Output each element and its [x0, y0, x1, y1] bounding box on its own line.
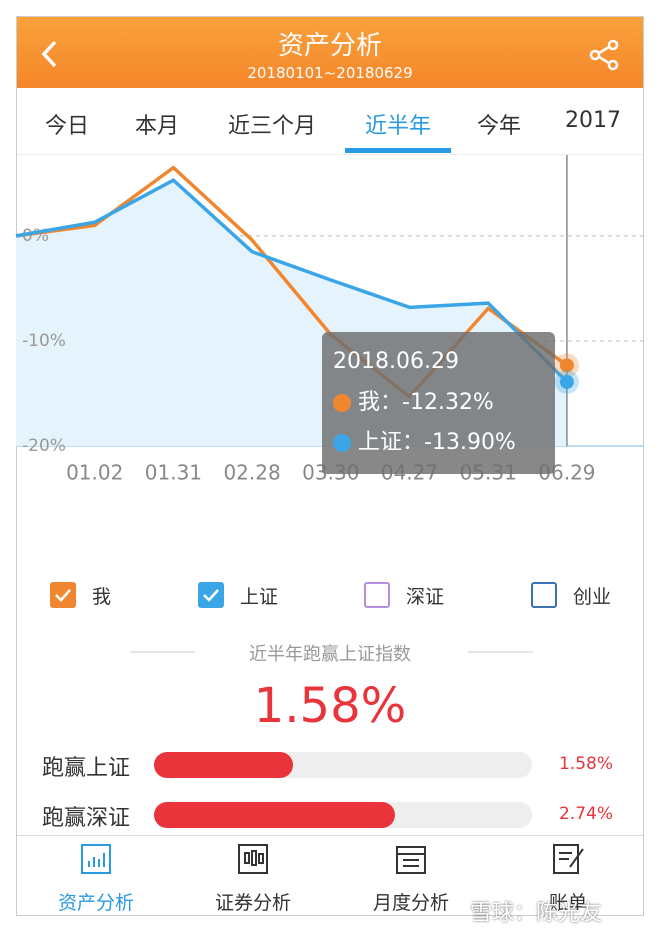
nav-icon[interactable] [552, 843, 586, 875]
tab[interactable]: 近半年 [364, 114, 432, 139]
bar [154, 802, 395, 828]
legend-label: 上证 [240, 586, 279, 608]
chart: 0%-10%-20%01.0201.3102.2803.3004.2705.31… [15, 155, 644, 485]
y-tick-label: -20% [22, 436, 66, 456]
legend-checkbox[interactable] [50, 582, 76, 608]
bar [154, 752, 293, 778]
divider [130, 651, 195, 653]
tooltip-title: 2018.06.29 [333, 349, 459, 374]
watermark: 雪球：陈光友 [470, 901, 603, 926]
nav-icon[interactable] [395, 843, 427, 875]
legend-label: 我 [92, 586, 112, 608]
tooltip-dot [333, 394, 351, 412]
x-tick-label: 01.31 [145, 461, 202, 485]
y-tick-label: -10% [22, 331, 66, 351]
check [203, 589, 219, 602]
nav-icon[interactable] [237, 843, 269, 875]
tab[interactable]: 今年 [476, 114, 522, 139]
tooltip-item: 上证：-13.90% [358, 430, 516, 455]
legend-checkbox[interactable] [531, 582, 557, 608]
header: 资产分析 20180101~20180629 [17, 17, 643, 88]
legend-label: 创业 [573, 586, 612, 608]
tab-indicator [345, 148, 451, 153]
comparison-bars: 跑赢上证 1.58% 跑赢深证 2.74% [0, 740, 660, 835]
x-tick-label: 01.02 [66, 461, 123, 485]
nav-label[interactable]: 账单 [548, 892, 588, 914]
nav-label[interactable]: 月度分析 [372, 892, 450, 914]
legend-label: 深证 [406, 586, 445, 608]
legend-checkbox[interactable] [364, 582, 390, 608]
tooltip-label: 上证： [358, 430, 424, 455]
title: 资产分析 [277, 31, 382, 61]
tab[interactable]: 本月 [134, 114, 180, 139]
tab[interactable]: 今日 [44, 114, 90, 139]
subtitle: 20180101~20180629 [247, 64, 413, 82]
check [55, 589, 71, 602]
nav-border [17, 835, 643, 836]
summary-value: 1.58% [253, 678, 407, 734]
summary-caption: 近半年跑赢上证指数 [249, 644, 411, 665]
back-icon[interactable] [39, 39, 59, 69]
legend: 我 上证 深证 创业 [0, 575, 660, 615]
tooltip-dot [333, 434, 351, 452]
tooltip-item: 我：-12.32% [358, 390, 494, 415]
divider [468, 651, 533, 653]
share-icon[interactable] [589, 39, 621, 71]
tab[interactable]: 2017 [565, 108, 621, 133]
nav-icon[interactable] [80, 843, 112, 875]
bar-label: 跑赢深证 [42, 806, 131, 831]
point [559, 358, 574, 373]
nav-label[interactable]: 资产分析 [57, 892, 135, 914]
tooltip-label: 我： [358, 390, 402, 415]
tooltip-value: -13.90% [424, 430, 516, 455]
bar-value-label: 1.58% [558, 754, 613, 774]
tab-bar: 今日 本月 近三个月 近半年 今年 2017 [17, 88, 643, 155]
legend-checkbox[interactable] [198, 582, 224, 608]
x-tick-label: 02.28 [223, 461, 280, 485]
line [15, 178, 569, 384]
point [559, 374, 574, 389]
tooltip-value: -12.32% [402, 390, 494, 415]
tab[interactable]: 近三个月 [227, 114, 317, 139]
bar-value-label: 2.74% [558, 804, 613, 824]
tooltip [322, 332, 555, 474]
nav-label[interactable]: 证券分析 [214, 892, 292, 914]
bar-label: 跑赢上证 [42, 756, 131, 781]
